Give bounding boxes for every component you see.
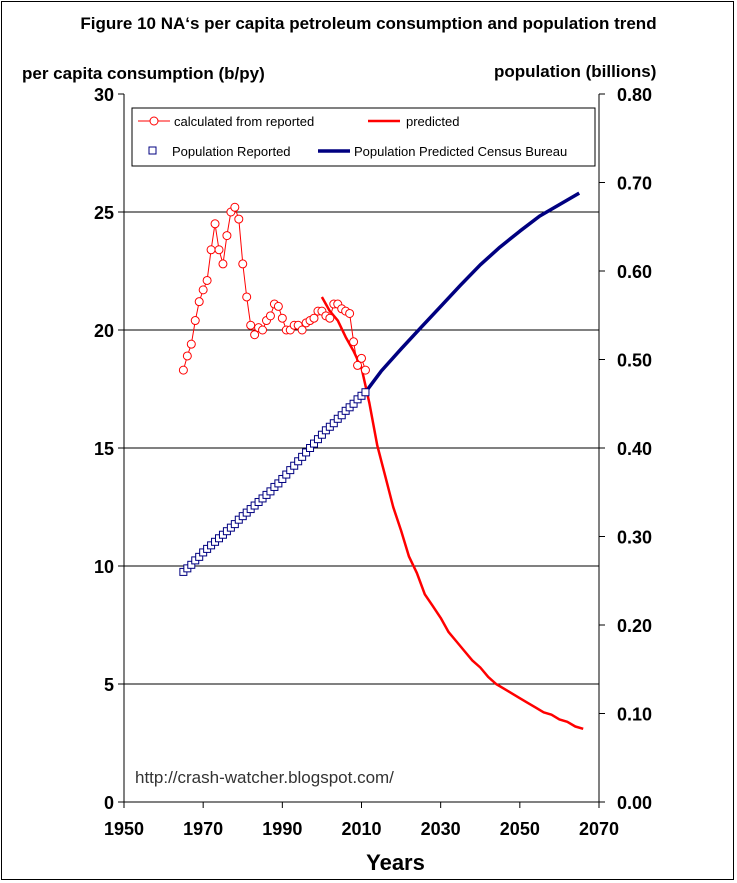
calculated-point [345,308,355,318]
calculated-point [273,301,283,311]
calculated-point [206,245,216,255]
calculated-point [214,245,224,255]
calculated-point [198,285,208,295]
calculated-point [277,313,287,323]
left-tick-label: 15 [94,439,114,459]
population-reported-point [361,388,370,397]
calculated-point [230,202,240,212]
legend-predicted-label: predicted [406,114,459,129]
legend-calculated-marker [149,116,159,126]
right-tick-label: 0.70 [617,174,652,194]
right-tick-label: 0.10 [617,705,652,725]
right-tick-label: 0.00 [617,793,652,813]
x-tick-label: 1950 [104,819,144,839]
right-axis-label: population (billions) [494,62,657,81]
predicted-line [320,296,584,731]
calculated-point [238,259,248,269]
left-tick-label: 20 [94,321,114,341]
legend-population-predicted-label: Population Predicted Census Bureau [354,144,567,159]
calculated-point [218,259,228,269]
legend-calculated-label: calculated from reported [174,114,314,129]
left-axis-label: per capita consumption (b/py) [22,64,265,83]
left-tick-label: 25 [94,203,114,223]
calculated-point [357,353,366,363]
calculated-point [190,316,200,326]
calculated-point [234,214,244,224]
population-predicted-line [364,191,581,394]
calculated-point [222,231,232,241]
left-tick-label: 30 [94,85,114,105]
x-axis-label: Years [366,850,425,875]
right-tick-label: 0.30 [617,528,652,548]
x-tick-label: 2070 [579,819,619,839]
left-tick-label: 5 [104,675,114,695]
calculated-point [349,337,359,347]
right-tick-label: 0.20 [617,616,652,636]
right-tick-label: 0.80 [617,85,652,105]
calculated-point [309,313,319,323]
legend-population-reported-marker [148,146,157,155]
x-tick-label: 1970 [183,819,223,839]
calculated-point [194,297,204,307]
calculated-point [325,313,335,323]
calculated-point [250,330,260,340]
left-tick-label: 0 [104,793,114,813]
calculated-point [210,219,220,229]
calculated-point [297,325,307,335]
calculated-point [246,320,256,330]
x-tick-label: 2010 [341,819,381,839]
legend-population-reported-label: Population Reported [172,144,291,159]
calculated-point [360,365,370,375]
calculated-point [182,351,192,361]
right-tick-label: 0.60 [617,262,652,282]
calculated-point [265,311,275,321]
source-url: http://crash-watcher.blogspot.com/ [135,768,394,787]
calculated-line [182,206,366,371]
calculated-point [202,275,212,285]
calculated-point [178,365,188,375]
chart-title: Figure 10 NA‘s per capita petroleum cons… [80,14,657,33]
legend-box [131,107,596,167]
calculated-point [353,360,363,370]
x-tick-label: 2030 [421,819,461,839]
calculated-point [186,339,196,349]
left-tick-label: 10 [94,557,114,577]
right-tick-label: 0.50 [617,351,652,371]
calculated-point [258,325,268,335]
x-tick-label: 2050 [500,819,540,839]
calculated-point [242,292,252,302]
right-tick-label: 0.40 [617,439,652,459]
x-tick-label: 1990 [262,819,302,839]
